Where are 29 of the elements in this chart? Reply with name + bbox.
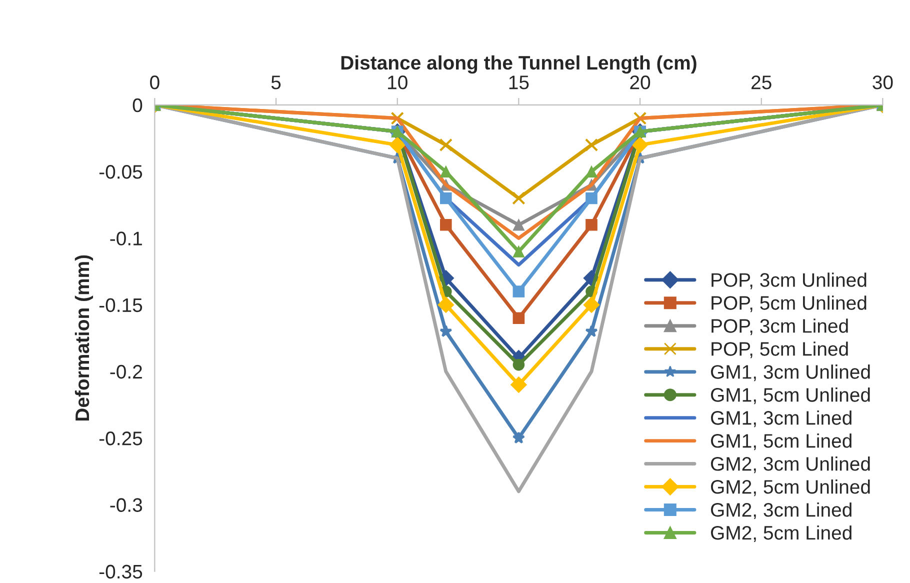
legend-label: GM1, 3cm Unlined (711, 364, 870, 382)
x-tick-label: 10 (388, 76, 408, 90)
x-tick-label: 25 (752, 76, 772, 90)
x-tick-label: 30 (872, 76, 893, 90)
legend-label: GM2, 3cm Unlined (711, 456, 870, 474)
x-tick-label: 20 (630, 76, 650, 90)
y-tick-label: -0.05 (99, 165, 142, 179)
y-axis-title: Deformation (mm) (74, 255, 94, 421)
legend-label: GM2, 5cm Unlined (711, 479, 870, 496)
legend-label: GM1, 5cm Lined (711, 434, 852, 450)
x-axis-title: Distance along the Tunnel Length (cm) (341, 55, 696, 74)
legend-label: POP, 5cm Lined (712, 342, 848, 358)
y-tick-label: -0.15 (99, 298, 142, 312)
y-tick-label: -0.3 (110, 498, 142, 512)
x-tick-label: 5 (271, 76, 281, 90)
legend-label: GM2, 3cm Lined (711, 502, 852, 520)
y-tick-label: -0.2 (110, 364, 142, 379)
x-tick-label: 15 (509, 76, 529, 90)
y-tick-label: 0 (132, 98, 142, 112)
legend-label: GM2, 5cm Lined (711, 525, 852, 542)
legend-label: POP, 3cm Unlined (712, 272, 866, 290)
x-tick-label: 0 (150, 76, 160, 90)
y-tick-label: -0.25 (99, 432, 142, 446)
legend-label: GM1, 5cm Unlined (711, 388, 870, 404)
legend-label: POP, 5cm Unlined (712, 296, 866, 312)
y-tick-label: -0.1 (110, 232, 142, 246)
legend-label: POP, 3cm Lined (712, 318, 848, 336)
legend-label: GM1, 3cm Lined (711, 410, 852, 428)
y-tick-label: -0.35 (99, 564, 142, 579)
